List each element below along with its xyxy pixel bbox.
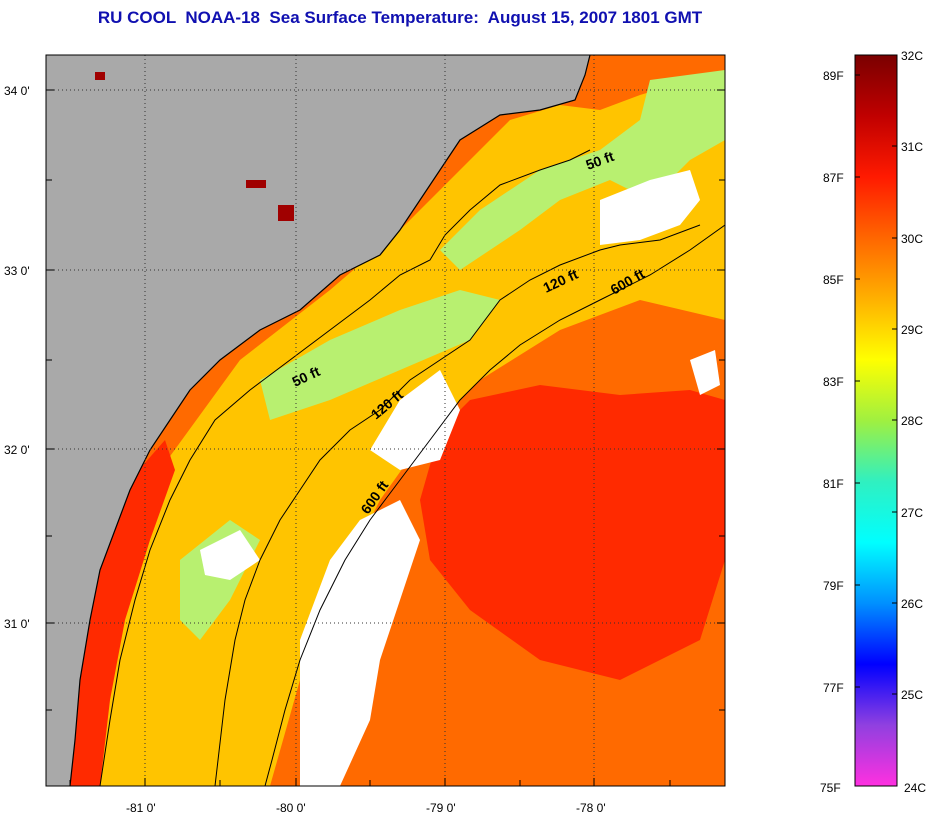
lon-label-79: -79 0'	[426, 801, 456, 815]
axis-ticks	[46, 89, 725, 786]
land-mainland	[46, 55, 590, 786]
map-frame	[45, 54, 726, 787]
lon-label-81: -81 0'	[126, 801, 156, 815]
contour-600ft	[264, 224, 725, 786]
inland-lake-2	[246, 180, 266, 188]
gulf-stream-hot-core	[420, 385, 725, 680]
inland-lake-3	[95, 72, 105, 80]
cloud-patch-3	[370, 370, 460, 470]
inland-lake-1	[278, 205, 294, 221]
cloud-patch-4	[200, 530, 260, 580]
lat-label-34: 34 0'	[4, 84, 30, 98]
cloud-patch-1	[600, 170, 700, 245]
lat-label-31: 31 0'	[4, 617, 30, 631]
coastline	[69, 55, 591, 786]
contour-50ft	[99, 149, 591, 786]
nearshore-hot-strip	[70, 440, 175, 786]
lon-label-78: -78 0'	[576, 801, 606, 815]
lat-label-33: 33 0'	[4, 264, 30, 278]
map-title: RU COOL NOAA-18 Sea Surface Temperature:…	[97, 8, 703, 27]
map-area: 50 ft 50 ft 120 ft 120 ft 600 ft 600 ft	[46, 55, 725, 786]
contour-120ft	[214, 224, 701, 786]
cloud-patch-5	[690, 350, 720, 395]
lon-label-80: -80 0'	[276, 801, 306, 815]
cool-water-patch-north	[440, 70, 725, 270]
cloud-patch-2	[300, 500, 420, 786]
lat-label-32: 32 0'	[4, 443, 30, 457]
cool-water-patch-mid	[260, 290, 500, 420]
